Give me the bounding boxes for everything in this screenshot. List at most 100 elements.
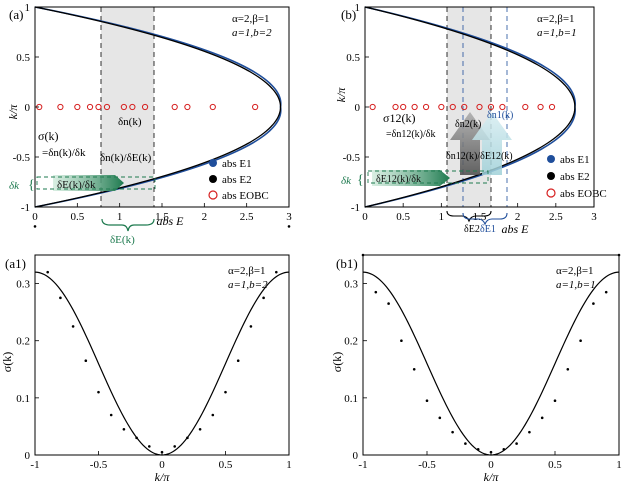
ylabel: k/π (334, 87, 348, 103)
obc-point (537, 103, 544, 111)
obc-point (461, 103, 468, 111)
obc-point (522, 103, 529, 111)
y-tick-label: -1 (351, 202, 360, 214)
dE2-brace (446, 210, 492, 223)
legend-obc: abs EOBC (222, 190, 269, 202)
obc-point (129, 103, 136, 111)
y-tick-label: -1 (21, 202, 30, 214)
dE1-brace (462, 212, 508, 226)
obc-point (120, 103, 128, 111)
dE-brace (101, 218, 155, 232)
obc-point (74, 103, 81, 111)
dEdk-label: δE(k)/δk (57, 179, 96, 191)
param-line-1: α=2,β=1 (537, 13, 575, 25)
data-point (425, 399, 429, 403)
obc-point (95, 103, 102, 111)
param-line-2: a=1,b=2 (228, 279, 268, 291)
dk-label: δk (341, 175, 352, 187)
dk-box (367, 170, 489, 184)
x-tick-label: 0.5 (396, 211, 410, 223)
obc-point (103, 103, 111, 111)
sigma-def: =δn(k)/δk (42, 147, 86, 159)
dk-label: δk (9, 180, 20, 192)
obc-point (392, 103, 399, 111)
gray-arrow (450, 112, 490, 175)
data-point (592, 302, 595, 305)
obc-point (369, 103, 376, 111)
data-point (476, 447, 480, 451)
data-point (464, 442, 467, 445)
dn-label: δn(k) (118, 116, 142, 128)
x-tick-label: 2 (202, 211, 208, 223)
xlabel: abs E (157, 214, 185, 228)
green-arrow (53, 175, 124, 191)
sigma-curve (34, 271, 290, 456)
dn2-label: δn2(k) (455, 119, 481, 130)
sigma-def: =δn12(k)/δk (386, 129, 436, 140)
data-point (262, 296, 265, 300)
legend-marker-e2 (547, 172, 555, 180)
data-point (515, 442, 518, 445)
green-arrow (372, 170, 450, 186)
obc-point (141, 103, 149, 111)
panel-label: (b1) (336, 256, 358, 271)
x-tick-label: -1 (30, 459, 39, 471)
data-point (287, 225, 291, 228)
legend-marker-obc (546, 188, 556, 198)
obc-point (209, 103, 216, 111)
data-point (579, 339, 582, 343)
data-point (451, 430, 454, 434)
x-tick-label: 1.5 (473, 211, 487, 223)
xlabel: abs E (502, 222, 530, 236)
legend-e2: abs E2 (222, 174, 252, 186)
data-point (109, 413, 113, 417)
data-point (97, 390, 100, 394)
data-point (412, 367, 416, 371)
obc-point (449, 103, 456, 111)
data-point (249, 325, 253, 328)
legend-e2: abs E2 (560, 171, 590, 183)
dk-box (36, 176, 156, 190)
data-point (173, 445, 176, 448)
y-tick-label: 0.3 (344, 279, 358, 291)
y-tick-label: -0.5 (343, 152, 361, 164)
x-tick-label: 0 (488, 459, 494, 471)
y-tick-label: 0.3 (16, 279, 30, 291)
obc-point (184, 103, 191, 111)
dE1-label: δE1 (480, 224, 496, 235)
y-tick-label: 1 (25, 2, 31, 14)
panel-label: (a1) (5, 256, 26, 271)
data-point (148, 445, 151, 448)
data-point (604, 290, 608, 294)
panel-a1: -1 -0.5 0 0.5 1 0 0.1 0.2 0.3 (a1) σ(k) k/π α=2… (0, 225, 292, 484)
legend-e1: abs E1 (560, 154, 590, 166)
data-point (135, 436, 138, 440)
x-tick-label: 1.5 (155, 211, 169, 223)
x-tick-label: 1 (616, 459, 622, 471)
panel-b: 0 0.5 1 1.5 2 2.5 3 10.50-0.5-1 (b) k/π abs E … (334, 2, 607, 236)
data-point (236, 359, 240, 363)
data-point (46, 270, 49, 274)
y-tick-label: 0.5 (346, 52, 360, 64)
obc-point (487, 103, 495, 111)
param-line-1: α=2,β=1 (228, 265, 266, 277)
data-point (438, 416, 442, 420)
x-tick-label: -1 (358, 459, 367, 471)
dk-brace: { (357, 173, 364, 188)
x-tick-label: 2.5 (549, 211, 563, 223)
data-point (540, 416, 544, 420)
x-tick-label: 3 (286, 211, 292, 223)
legend-marker-obc (208, 190, 218, 200)
data-point (186, 436, 189, 440)
curve-e2 (34, 6, 282, 208)
x-tick-label: 0 (32, 211, 38, 223)
data-point (122, 427, 126, 431)
data-point (502, 447, 506, 451)
legend-obc: abs EOBC (560, 188, 607, 200)
y-tick-label: 0.1 (344, 393, 358, 405)
data-point (275, 270, 278, 274)
y-tick-label: 0 (25, 450, 31, 462)
obc-point (548, 103, 556, 111)
panel-b1: -1 -0.5 0 0.5 1 0 0.1 0.2 0.3 (b1) σ(k) k/π α=2… (330, 253, 622, 484)
obc-point (57, 103, 64, 111)
